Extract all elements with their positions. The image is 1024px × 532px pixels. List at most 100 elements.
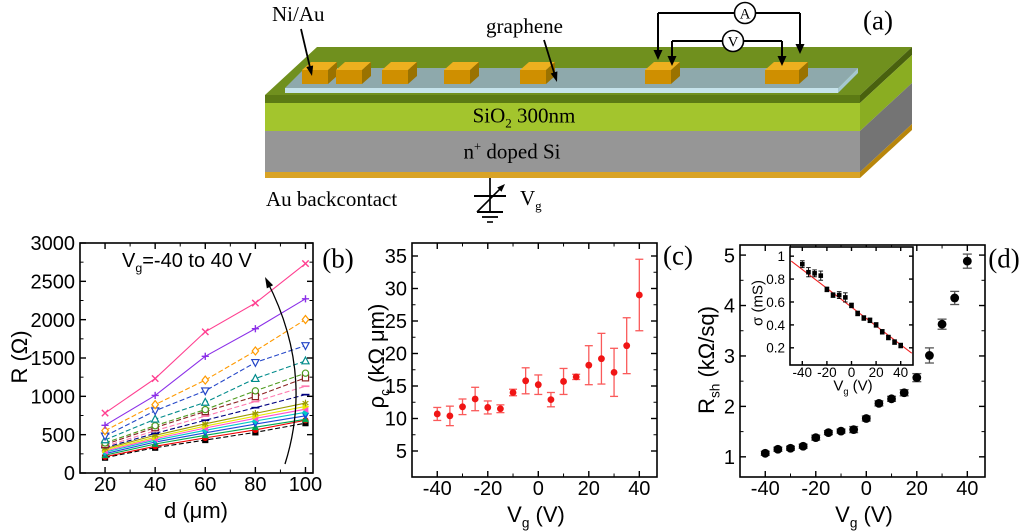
- marker: [873, 322, 879, 328]
- inset-data-point: [873, 322, 879, 328]
- marker: [798, 441, 808, 451]
- marker: [806, 269, 811, 275]
- data-point: [899, 388, 909, 398]
- series-vg-30: [101, 314, 310, 436]
- shape: [265, 95, 860, 103]
- marker: [867, 318, 873, 323]
- panel-a-label: (a): [863, 5, 893, 36]
- marker: [433, 410, 441, 418]
- data-point: [924, 347, 934, 364]
- shape: [200, 387, 210, 396]
- tick-label: 0: [861, 478, 872, 500]
- marker: [459, 403, 466, 411]
- panel-d-label: (d): [988, 243, 1020, 274]
- marker: [937, 319, 947, 329]
- tick-label: 1: [777, 249, 785, 264]
- panel-c-label: (c): [663, 240, 693, 271]
- data-point: [962, 253, 972, 269]
- data-point: [937, 318, 947, 330]
- marker: [484, 404, 492, 411]
- data-point: [861, 414, 871, 423]
- tick-label: 0: [533, 478, 544, 500]
- tick-label: 40: [956, 478, 978, 500]
- shape: [362, 62, 371, 84]
- b-x-axis-label: d (μm): [163, 498, 229, 523]
- shape: [336, 62, 371, 70]
- chart-c: -40 -20 0 20 40 5 10 15 20 25 30 35: [385, 242, 658, 500]
- shape: [470, 62, 479, 84]
- series-vg-25: [100, 342, 311, 442]
- marker: [824, 287, 830, 292]
- tick-label: 2: [724, 397, 735, 419]
- data-point: [836, 426, 846, 436]
- marker: [534, 381, 542, 389]
- shape: [306, 65, 314, 76]
- series-vg-20: [100, 355, 311, 444]
- inset-data-point: [849, 302, 854, 309]
- ammeter-icon: [733, 1, 757, 25]
- shape: [667, 56, 677, 66]
- inset-data-point: [861, 315, 867, 321]
- shape: [671, 62, 680, 84]
- shape: [765, 62, 808, 70]
- shape: [860, 83, 912, 172]
- series-line: [104, 385, 306, 447]
- data-point: [572, 373, 581, 381]
- tick-label: -20: [473, 478, 502, 500]
- line: [202, 421, 209, 427]
- marker: [812, 271, 817, 276]
- series-line: [104, 319, 306, 432]
- marker: [887, 394, 896, 404]
- marker: [892, 339, 897, 345]
- data-point: [559, 367, 568, 396]
- marker: [201, 405, 209, 414]
- marker: [301, 369, 310, 377]
- series-vg-35: [101, 295, 310, 429]
- marker: [497, 405, 504, 413]
- shape: [860, 47, 912, 103]
- marker: [509, 389, 517, 396]
- tick-label: 2000: [31, 310, 76, 332]
- marker: [824, 428, 833, 438]
- tick-label: 100: [289, 474, 322, 496]
- c-y-axis-label: ρc (kΩ μm): [364, 303, 393, 409]
- tick-label: 10: [385, 409, 407, 431]
- marker: [843, 295, 848, 300]
- data-point: [496, 404, 505, 414]
- plot-frame: [411, 242, 658, 478]
- shape: [250, 358, 260, 368]
- tick-label: 3: [724, 346, 735, 368]
- data-point: [811, 433, 821, 443]
- shape: [444, 62, 479, 70]
- ammeter-label: A: [740, 7, 751, 23]
- data-point: [874, 398, 884, 408]
- marker: [861, 315, 867, 321]
- marker: [861, 414, 871, 423]
- line: [251, 299, 260, 307]
- marker: [950, 293, 960, 303]
- inset-data-point: [812, 269, 817, 278]
- tick-label: 40: [628, 478, 650, 500]
- marker: [585, 361, 593, 369]
- tick-label: 2500: [31, 272, 76, 294]
- data-point: [445, 405, 454, 427]
- line: [302, 400, 309, 406]
- line: [151, 374, 159, 383]
- tick-label: 20: [906, 478, 928, 500]
- shape: [265, 131, 860, 172]
- data-point: [534, 374, 543, 396]
- inset-data-point: [855, 310, 860, 317]
- inset-data-point: [836, 291, 842, 300]
- inset-y-axis-label: σ (mS): [749, 280, 767, 326]
- data-point: [635, 258, 644, 332]
- marker: [925, 351, 934, 360]
- inset-data-point: [843, 292, 848, 303]
- data-point: [597, 332, 606, 385]
- data-point: [521, 367, 530, 395]
- chart-d-inset: -40 -20 0 20 40 0.2 0.4 0.6 0.8 1: [766, 246, 914, 380]
- marker: [572, 373, 580, 381]
- marker: [849, 303, 854, 308]
- inset-data-point: [879, 329, 885, 335]
- tick-label: 5: [396, 441, 407, 463]
- tick-label: 0.2: [766, 341, 785, 356]
